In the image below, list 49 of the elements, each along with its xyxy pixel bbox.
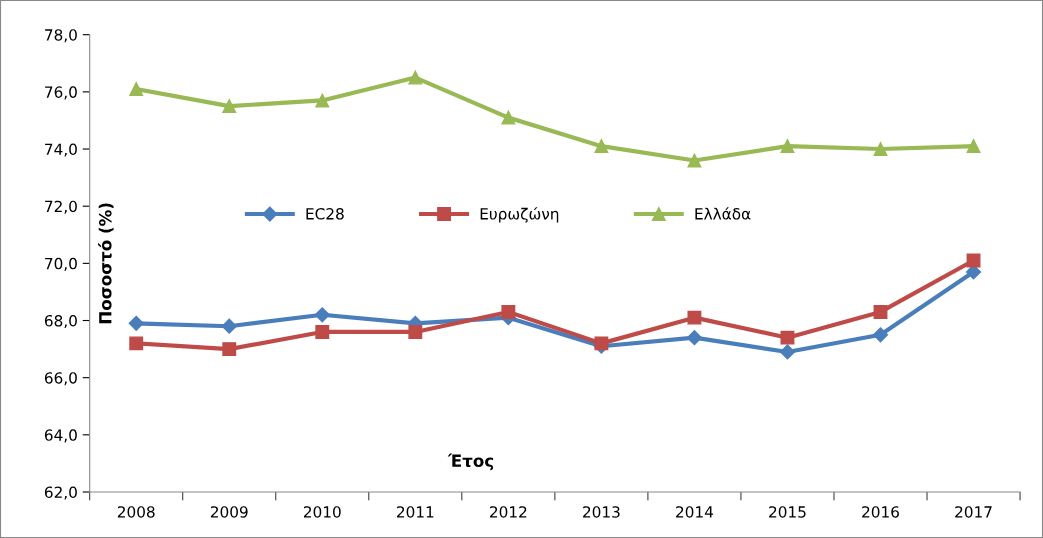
point [128, 315, 144, 331]
x-tick-label: 2017 [955, 506, 992, 518]
y-tick-label: 70,0 [45, 257, 77, 271]
point [780, 139, 795, 154]
point [222, 342, 237, 357]
legend-label: Ευρωζώνη [480, 207, 559, 223]
x-tick-label: 2015 [769, 506, 806, 518]
point [686, 330, 702, 346]
point [780, 330, 795, 345]
x-tick-label: 2010 [303, 506, 341, 518]
x-axis-title: Έτος [447, 453, 494, 471]
y-tick-label: 66,0 [44, 372, 77, 386]
point [408, 70, 423, 85]
point [221, 318, 237, 334]
x-tick-label: 2014 [676, 506, 714, 518]
point [594, 139, 609, 154]
point [315, 325, 330, 339]
y-tick-label: 72,0 [45, 200, 77, 214]
y-tick-label: 74,0 [45, 143, 77, 157]
point [873, 142, 888, 156]
point [594, 336, 609, 351]
y-tick-label: 78,0 [45, 29, 77, 43]
legend-label: ΕC28 [306, 208, 344, 220]
legend-label: Ελλάδα [695, 207, 751, 220]
y-axis-title: Ποσοστό (%) [98, 203, 114, 324]
point [222, 99, 237, 114]
x-tick-label: 2013 [583, 506, 620, 518]
point [129, 82, 144, 96]
point [315, 93, 330, 108]
y-tick-label: 76,0 [45, 86, 77, 100]
x-tick-label: 2011 [397, 506, 434, 518]
point [872, 327, 889, 343]
point [873, 304, 888, 319]
point [687, 153, 702, 168]
x-tick-label: 2008 [117, 506, 155, 518]
x-tick-label: 2009 [210, 506, 248, 518]
y-tick-label: 68,0 [44, 314, 77, 329]
point [779, 344, 796, 360]
point [501, 110, 516, 125]
x-tick-label: 2016 [862, 506, 899, 518]
y-tick-label: 62,0 [44, 486, 77, 500]
point [687, 310, 702, 325]
point [129, 336, 144, 351]
point [501, 304, 516, 319]
point [408, 325, 423, 339]
point [314, 307, 330, 323]
y-tick-label: 64,0 [44, 429, 77, 443]
point [966, 139, 981, 154]
x-tick-label: 2012 [490, 506, 527, 518]
